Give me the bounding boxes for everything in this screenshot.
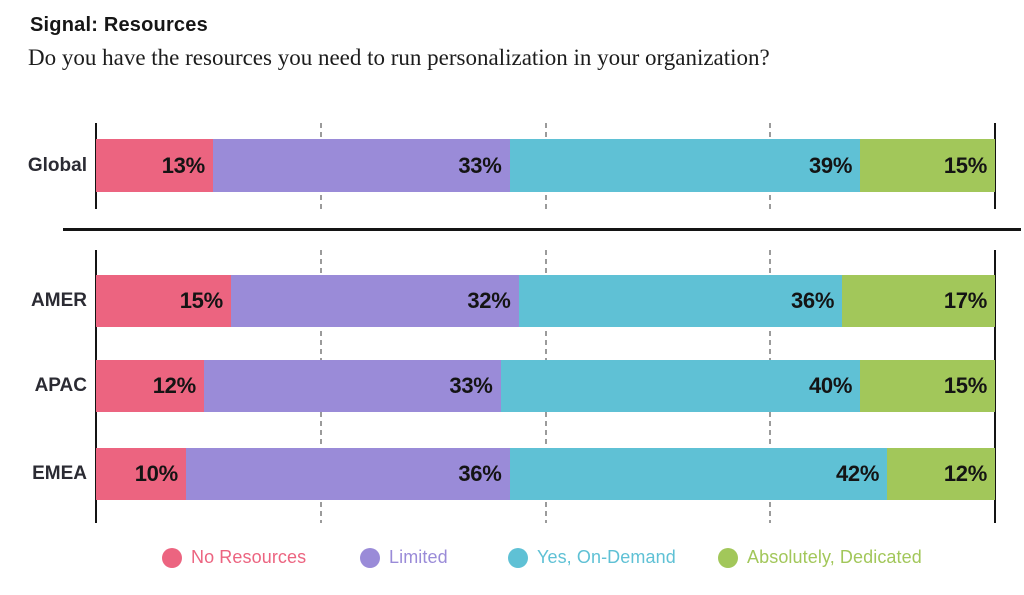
segment-value-label: 32%	[467, 288, 511, 313]
bar-segment: 15%	[96, 275, 231, 327]
legend-item-absolutely-dedicated: Absolutely, Dedicated	[718, 547, 922, 568]
bar-segment: 15%	[860, 360, 995, 412]
legend-dot-icon	[360, 547, 380, 568]
chart-title: Signal: Resources	[30, 14, 208, 36]
legend-dot-icon	[718, 547, 738, 568]
regions-bar-group: AMER 15% 32% 36% 17% APAC 12% 33% 40% 15% EMEA 10% 3…	[31, 250, 996, 523]
bar-segment: 36%	[185, 448, 510, 500]
global-bar-group: Global 13% 33% 39% 15%	[28, 123, 996, 209]
bar-segment: 10%	[96, 448, 186, 500]
legend: No Resources Limited Yes, On-Demand Absolut…	[0, 547, 1024, 573]
legend-item-no-resources: No Resources	[162, 547, 306, 568]
legend-item-limited: Limited	[360, 547, 448, 568]
segment-value-label: 12%	[152, 373, 196, 398]
segment-value-label: 10%	[134, 461, 178, 486]
bar-segment: 33%	[203, 360, 501, 412]
bar-segment: 40%	[500, 360, 861, 412]
axis-line-right	[994, 123, 996, 209]
legend-dot-icon	[162, 547, 182, 568]
segment-value-label: 36%	[458, 461, 502, 486]
group-separator-line	[63, 228, 1021, 231]
segment-value-label: 33%	[449, 373, 493, 398]
legend-label: Yes, On-Demand	[537, 547, 676, 567]
chart-question: Do you have the resources you need to ru…	[28, 45, 770, 70]
bar-row-amer: AMER 15% 32% 36% 17%	[31, 275, 995, 327]
segment-value-label: 15%	[179, 288, 223, 313]
bar-segment: 12%	[96, 360, 204, 412]
axis-line-right	[994, 250, 996, 523]
row-label: Global	[27, 154, 87, 176]
legend-dot-icon	[508, 547, 528, 568]
row-label: AMER	[31, 290, 87, 311]
segment-value-label: 39%	[808, 152, 853, 178]
segment-value-label: 36%	[791, 288, 835, 313]
bar-segment: 39%	[509, 139, 861, 192]
bar-segment: 12%	[887, 448, 995, 500]
segment-value-label: 17%	[943, 288, 987, 313]
legend-label: Absolutely, Dedicated	[747, 547, 922, 567]
bar-segment: 32%	[230, 275, 519, 327]
bar-segment: 42%	[509, 448, 888, 500]
segment-value-label: 12%	[943, 461, 987, 486]
bar-row-apac: APAC 12% 33% 40% 15%	[35, 360, 995, 412]
row-label: APAC	[34, 375, 87, 396]
bar-segment: 17%	[842, 275, 995, 327]
segment-value-label: 15%	[943, 373, 987, 398]
bar-segment: 33%	[212, 139, 510, 192]
segment-value-label: 40%	[808, 373, 853, 398]
segment-value-label: 33%	[458, 152, 502, 178]
legend-label: No Resources	[191, 547, 307, 567]
legend-item-yes-on-demand: Yes, On-Demand	[508, 547, 676, 568]
row-label: EMEA	[32, 463, 87, 484]
legend-label: Limited	[389, 547, 448, 567]
segment-value-label: 42%	[835, 461, 880, 486]
segment-value-label: 15%	[943, 152, 987, 178]
bar-row-emea: EMEA 10% 36% 42% 12%	[32, 448, 995, 500]
bar-segment: 15%	[860, 139, 995, 192]
segment-value-label: 13%	[161, 152, 205, 178]
bar-segment: 13%	[96, 139, 213, 192]
bar-row-global: Global 13% 33% 39% 15%	[28, 139, 995, 192]
bar-segment: 36%	[518, 275, 843, 327]
